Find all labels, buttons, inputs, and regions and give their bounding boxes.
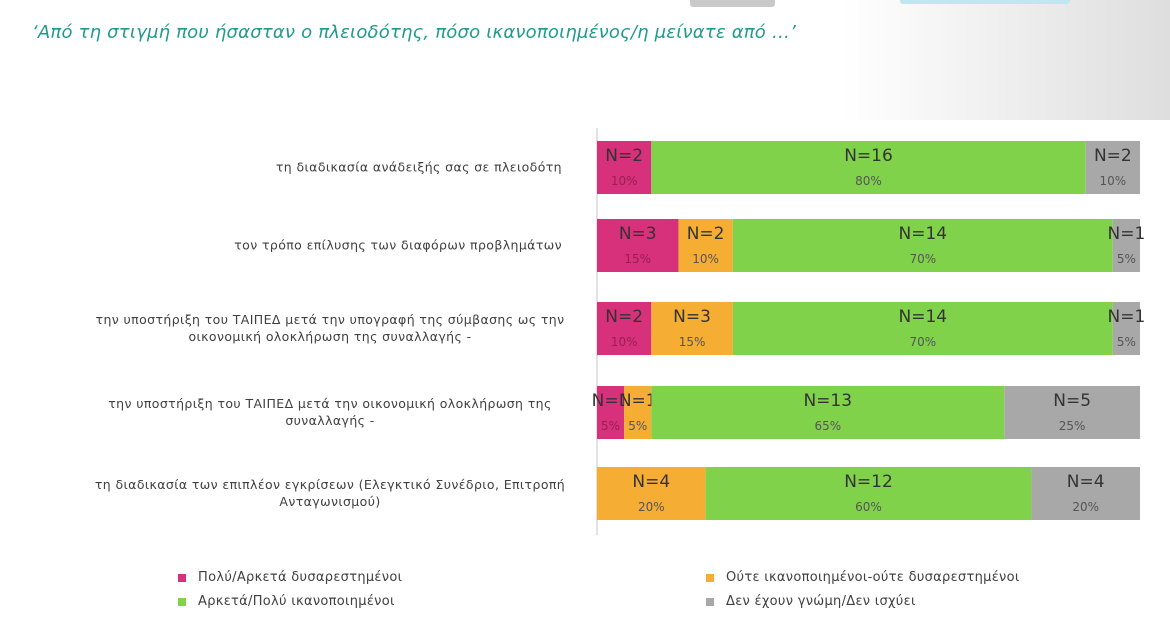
percent-label-2-3: 5% [1117, 335, 1136, 349]
bar-segment-1-0 [597, 219, 679, 272]
category-label-0: τη διαδικασία ανάδειξής σας σε πλειοδότη [276, 160, 562, 175]
bar-segment-0-0 [597, 141, 652, 194]
bar-segment-0-2 [651, 141, 1086, 194]
count-label-1-3: N=1 [1108, 224, 1146, 244]
legend-item-very-dissatisfied: Πολύ/Αρκετά δυσαρεστημένοι [178, 570, 402, 585]
count-label-3-2: N=13 [803, 391, 852, 411]
percent-label-3-1: 5% [628, 419, 647, 433]
bar-segment-4-1 [597, 467, 706, 520]
count-label-1-0: N=3 [619, 224, 657, 244]
category-label-line-3-0: την υποστήριξη του ΤΑΙΠΕΔ μετά την οικον… [108, 396, 552, 411]
category-label-1: τον τρόπο επίλυσης των διαφόρων προβλημά… [234, 238, 562, 253]
legend-swatch-satisfied [178, 597, 186, 606]
count-label-0-3: N=2 [1094, 146, 1132, 166]
percent-label-2-2: 70% [909, 335, 936, 349]
category-label-line-1-0: τον τρόπο επίλυσης των διαφόρων προβλημά… [234, 238, 562, 253]
bar-segment-3-2 [651, 386, 1005, 439]
count-label-2-3: N=1 [1108, 307, 1146, 327]
category-label-2: την υποστήριξη του ΤΑΙΠΕΔ μετά την υπογρ… [96, 312, 565, 344]
legend-item-neutral: Ούτε ικανοποιημένοι-ούτε δυσαρεστημένοι [706, 570, 1020, 585]
bar-segment-3-0 [597, 386, 625, 439]
bar-segment-0-3 [1085, 141, 1140, 194]
count-label-3-1: N=1 [619, 391, 657, 411]
legend-label-neutral: Ούτε ικανοποιημένοι-ούτε δυσαρεστημένοι [726, 570, 1020, 585]
category-label-line-4-1: Ανταγωνισμού) [279, 494, 380, 509]
legend-item-satisfied: Αρκετά/Πολύ ικανοποιημένοι [178, 594, 395, 609]
percent-label-0-0: 10% [611, 174, 638, 188]
percent-label-1-2: 70% [909, 252, 936, 266]
legend-label-no-opinion: Δεν έχουν γνώμη/Δεν ισχύει [726, 594, 916, 609]
percent-label-4-2: 60% [855, 500, 882, 514]
bar-segment-4-2 [705, 467, 1032, 520]
header-decoration-left [690, 0, 775, 7]
count-label-1-2: N=14 [899, 224, 948, 244]
legend-label-satisfied: Αρκετά/Πολύ ικανοποιημένοι [198, 594, 395, 609]
bar-segment-3-1 [624, 386, 652, 439]
header-decoration-right [900, 0, 1070, 4]
category-label-line-4-0: τη διαδικασία των επιπλέον εγκρίσεων (Ελ… [95, 477, 565, 492]
percent-label-4-3: 20% [1072, 500, 1099, 514]
count-label-0-2: N=16 [844, 146, 893, 166]
percent-label-0-2: 80% [855, 174, 882, 188]
category-label-line-2-0: την υποστήριξη του ΤΑΙΠΕΔ μετά την υπογρ… [96, 312, 565, 327]
percent-label-4-1: 20% [638, 500, 665, 514]
count-label-4-3: N=4 [1067, 472, 1105, 492]
percent-label-3-3: 25% [1059, 419, 1086, 433]
count-label-4-2: N=12 [844, 472, 893, 492]
percent-label-3-0: 5% [601, 419, 620, 433]
category-label-line-2-1: οικονομική ολοκλήρωση της συναλλαγής - [188, 329, 471, 344]
bar-segment-1-2 [732, 219, 1113, 272]
bar-segment-1-3 [1112, 219, 1140, 272]
stacked-bar-chart: τη διαδικασία ανάδειξής σας σε πλειοδότη… [95, 128, 1146, 535]
legend-swatch-neutral [706, 573, 714, 582]
bar-segment-2-1 [651, 302, 733, 355]
count-label-4-1: N=4 [632, 472, 670, 492]
count-label-2-0: N=2 [605, 307, 643, 327]
bar-segment-2-0 [597, 302, 652, 355]
category-label-line-3-1: συναλλαγής - [285, 413, 374, 428]
count-label-2-1: N=3 [673, 307, 711, 327]
category-label-line-0-0: τη διαδικασία ανάδειξής σας σε πλειοδότη [276, 160, 562, 175]
category-label-4: τη διαδικασία των επιπλέον εγκρίσεων (Ελ… [95, 477, 565, 509]
count-label-1-1: N=2 [687, 224, 725, 244]
count-label-0-0: N=2 [605, 146, 643, 166]
chart-legend: Πολύ/Αρκετά δυσαρεστημένοι Ούτε ικανοποι… [0, 570, 1170, 620]
bar-segment-1-1 [678, 219, 733, 272]
bar-segment-2-3 [1112, 302, 1140, 355]
percent-label-1-1: 10% [692, 252, 719, 266]
bar-segment-2-2 [732, 302, 1113, 355]
bar-segment-3-3 [1004, 386, 1140, 439]
percent-label-2-0: 10% [611, 335, 638, 349]
percent-label-1-3: 5% [1117, 252, 1136, 266]
count-label-3-0: N=1 [592, 391, 630, 411]
header-shadow [760, 0, 1170, 120]
chart-title: ‘Από τη στιγμή που ήσασταν ο πλειοδότης,… [32, 22, 797, 43]
percent-label-2-1: 15% [679, 335, 706, 349]
bar-segment-4-3 [1031, 467, 1140, 520]
count-label-3-3: N=5 [1053, 391, 1091, 411]
legend-label-very-dissatisfied: Πολύ/Αρκετά δυσαρεστημένοι [198, 570, 403, 585]
legend-swatch-very-dissatisfied [178, 573, 186, 582]
count-label-2-2: N=14 [899, 307, 948, 327]
category-label-3: την υποστήριξη του ΤΑΙΠΕΔ μετά την οικον… [108, 396, 552, 428]
percent-label-0-3: 10% [1100, 174, 1127, 188]
percent-label-1-0: 15% [624, 252, 651, 266]
legend-swatch-no-opinion [706, 597, 714, 606]
percent-label-3-2: 65% [814, 419, 841, 433]
legend-item-no-opinion: Δεν έχουν γνώμη/Δεν ισχύει [706, 594, 916, 609]
